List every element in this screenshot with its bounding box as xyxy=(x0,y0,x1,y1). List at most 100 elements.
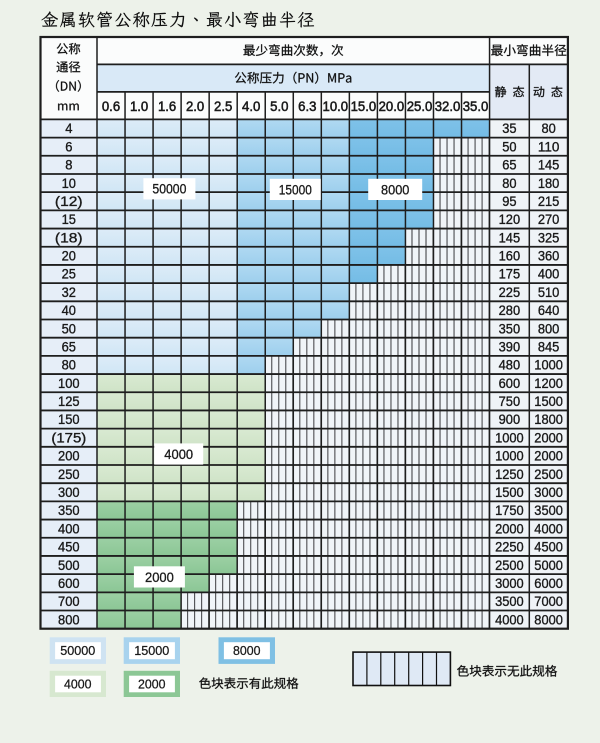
svg-text:4000: 4000 xyxy=(534,521,563,536)
svg-text:2500: 2500 xyxy=(534,467,563,482)
svg-text:900: 900 xyxy=(499,412,521,427)
svg-text:300: 300 xyxy=(58,485,80,500)
svg-text:2000: 2000 xyxy=(145,570,174,585)
svg-text:800: 800 xyxy=(538,321,560,336)
svg-text:1500: 1500 xyxy=(534,394,563,409)
svg-text:80: 80 xyxy=(502,176,517,191)
svg-text:100: 100 xyxy=(58,376,80,391)
svg-text:600: 600 xyxy=(58,576,80,591)
svg-text:110: 110 xyxy=(538,139,560,154)
svg-text:1000: 1000 xyxy=(495,449,524,464)
svg-text:325: 325 xyxy=(538,230,560,245)
svg-text:845: 845 xyxy=(538,340,560,355)
svg-text:4500: 4500 xyxy=(534,540,563,555)
svg-text:80: 80 xyxy=(541,121,556,136)
svg-text:1000: 1000 xyxy=(495,430,524,445)
svg-text:215: 215 xyxy=(538,194,560,209)
svg-text:180: 180 xyxy=(538,176,560,191)
svg-text:50: 50 xyxy=(62,321,77,336)
svg-text:3000: 3000 xyxy=(495,576,524,591)
svg-text:1800: 1800 xyxy=(534,412,563,427)
svg-text:15.0: 15.0 xyxy=(351,99,377,114)
svg-text:1000: 1000 xyxy=(534,358,563,373)
svg-text:35.0: 35.0 xyxy=(463,99,489,114)
svg-text:2000: 2000 xyxy=(495,521,524,536)
svg-text:1200: 1200 xyxy=(534,376,563,391)
svg-text:50000: 50000 xyxy=(60,643,95,658)
svg-text:145: 145 xyxy=(538,158,560,173)
svg-text:160: 160 xyxy=(499,249,521,264)
svg-text:15: 15 xyxy=(62,212,76,227)
svg-text:10: 10 xyxy=(62,176,77,191)
svg-text:3500: 3500 xyxy=(495,594,524,609)
svg-text:8000: 8000 xyxy=(233,643,261,658)
svg-text:65: 65 xyxy=(502,158,516,173)
svg-text:700: 700 xyxy=(58,594,80,609)
svg-text:1.6: 1.6 xyxy=(158,99,177,114)
svg-text:50: 50 xyxy=(502,139,517,154)
svg-text:120: 120 xyxy=(499,212,521,227)
svg-text:6.3: 6.3 xyxy=(298,99,317,114)
svg-text:225: 225 xyxy=(499,285,521,300)
svg-text:2.0: 2.0 xyxy=(186,99,205,114)
svg-text:(18): (18) xyxy=(55,230,83,245)
svg-text:6: 6 xyxy=(65,139,72,154)
svg-text:2500: 2500 xyxy=(495,558,524,573)
svg-text:280: 280 xyxy=(499,303,521,318)
svg-text:750: 750 xyxy=(499,394,521,409)
svg-text:5000: 5000 xyxy=(534,558,563,573)
svg-text:600: 600 xyxy=(499,376,521,391)
svg-text:480: 480 xyxy=(499,358,521,373)
svg-text:145: 145 xyxy=(499,230,521,245)
svg-text:450: 450 xyxy=(58,540,80,555)
svg-text:15000: 15000 xyxy=(279,182,312,197)
svg-text:250: 250 xyxy=(58,467,80,482)
svg-text:5.0: 5.0 xyxy=(270,99,289,114)
svg-text:8000: 8000 xyxy=(381,182,409,197)
svg-text:40: 40 xyxy=(62,303,77,318)
svg-text:3000: 3000 xyxy=(534,485,563,500)
svg-text:65: 65 xyxy=(62,340,76,355)
svg-text:510: 510 xyxy=(538,285,560,300)
svg-text:4000: 4000 xyxy=(64,677,92,692)
svg-text:2000: 2000 xyxy=(534,430,563,445)
svg-text:50000: 50000 xyxy=(152,182,186,197)
svg-text:4000: 4000 xyxy=(164,447,193,462)
svg-text:350: 350 xyxy=(58,503,80,518)
svg-text:25: 25 xyxy=(62,267,76,282)
svg-text:175: 175 xyxy=(499,267,521,282)
svg-text:4: 4 xyxy=(65,121,73,136)
svg-text:2.5: 2.5 xyxy=(214,99,233,114)
svg-text:270: 270 xyxy=(538,212,560,227)
svg-text:4.0: 4.0 xyxy=(242,99,261,114)
svg-text:2250: 2250 xyxy=(495,540,524,555)
svg-text:80: 80 xyxy=(62,358,77,373)
svg-text:2000: 2000 xyxy=(534,449,563,464)
svg-text:1500: 1500 xyxy=(495,485,524,500)
svg-text:1.0: 1.0 xyxy=(130,99,149,114)
svg-text:400: 400 xyxy=(58,521,80,536)
svg-text:150: 150 xyxy=(58,412,80,427)
svg-text:15000: 15000 xyxy=(134,643,169,658)
svg-text:35: 35 xyxy=(502,121,516,136)
svg-text:1250: 1250 xyxy=(495,467,524,482)
svg-text:8: 8 xyxy=(65,158,72,173)
svg-text:32: 32 xyxy=(62,285,76,300)
svg-text:95: 95 xyxy=(502,194,516,209)
svg-text:8000: 8000 xyxy=(534,612,563,627)
svg-text:3500: 3500 xyxy=(534,503,563,518)
svg-text:(12): (12) xyxy=(55,194,83,209)
svg-text:800: 800 xyxy=(58,612,80,627)
svg-text:25.0: 25.0 xyxy=(407,99,433,114)
svg-text:20.0: 20.0 xyxy=(379,99,405,114)
svg-text:500: 500 xyxy=(58,558,80,573)
svg-text:6000: 6000 xyxy=(534,576,563,591)
svg-text:640: 640 xyxy=(538,303,560,318)
svg-text:200: 200 xyxy=(58,449,80,464)
svg-text:(175): (175) xyxy=(51,430,86,445)
svg-text:0.6: 0.6 xyxy=(102,99,121,114)
svg-text:10.0: 10.0 xyxy=(323,99,349,114)
svg-text:360: 360 xyxy=(538,249,560,264)
svg-text:32.0: 32.0 xyxy=(435,99,461,114)
svg-text:125: 125 xyxy=(58,394,80,409)
